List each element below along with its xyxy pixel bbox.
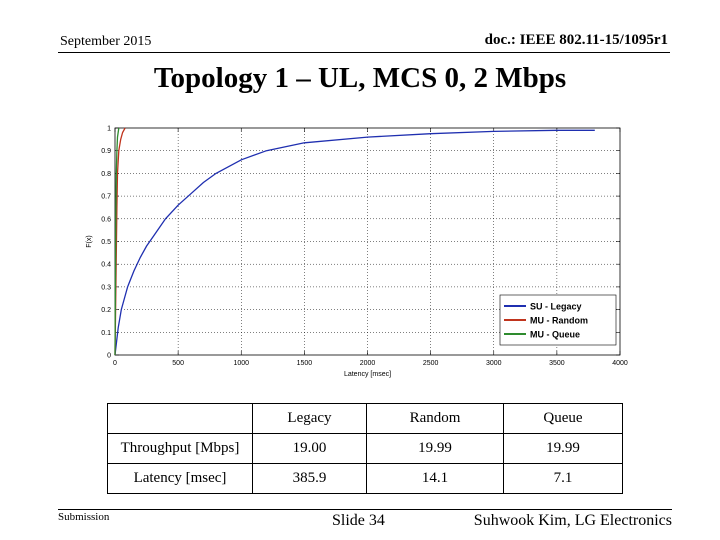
header-date: September 2015 <box>60 34 152 49</box>
x-tick-label: 500 <box>172 360 184 367</box>
table-cell: 385.9 <box>252 463 367 494</box>
footer-author: Suhwook Kim, LG Electronics <box>473 512 672 529</box>
table-cell: Legacy <box>252 403 367 434</box>
legend-entry: MU - Queue <box>530 330 580 340</box>
footer-rule <box>58 509 672 510</box>
header-doc-id: doc.: IEEE 802.11-15/1095r1 <box>484 32 668 48</box>
slide-title: Topology 1 – UL, MCS 0, 2 Mbps <box>153 62 567 94</box>
header-rule <box>58 52 670 53</box>
y-tick-label: 0.7 <box>101 194 111 201</box>
y-tick-label: 0.1 <box>101 330 111 337</box>
table-row: Throughput [Mbps] 19.00 19.99 19.99 <box>107 433 623 464</box>
x-tick-label: 4000 <box>612 360 628 367</box>
series-line <box>114 127 120 356</box>
x-tick-label: 3500 <box>549 360 565 367</box>
table-cell: 19.99 <box>503 433 623 464</box>
series-line <box>114 129 595 356</box>
table-cell: 7.1 <box>503 463 623 494</box>
table-cell: Random <box>366 403 504 434</box>
table-cell: 19.99 <box>366 433 504 464</box>
y-tick-label: 1 <box>107 126 111 133</box>
table-row: Latency [msec] 385.9 14.1 7.1 <box>107 463 623 494</box>
results-table: Legacy Random Queue Throughput [Mbps] 19… <box>107 403 623 494</box>
x-tick-label: 1500 <box>297 360 313 367</box>
table-cell: Throughput [Mbps] <box>107 433 253 464</box>
x-axis-label: Latency [msec] <box>344 371 391 378</box>
y-tick-label: 0.5 <box>101 239 111 246</box>
x-tick-label: 1000 <box>233 360 249 367</box>
table-cell: 14.1 <box>366 463 504 494</box>
table-cell: 19.00 <box>252 433 367 464</box>
x-tick-label: 0 <box>113 360 117 367</box>
y-tick-label: 0.4 <box>101 262 111 269</box>
y-tick-label: 0.3 <box>101 284 111 291</box>
legend-entry: SU - Legacy <box>530 302 582 312</box>
y-tick-label: 0.8 <box>101 171 111 178</box>
footer-submission: Submission <box>58 511 110 523</box>
y-tick-label: 0.6 <box>101 216 111 223</box>
y-axis-label: F(x) <box>86 235 93 247</box>
table-header-row: Legacy Random Queue <box>107 403 623 434</box>
y-tick-label: 0 <box>107 353 111 360</box>
table-cell: Latency [msec] <box>107 463 253 494</box>
y-tick-label: 0.9 <box>101 148 111 155</box>
x-tick-label: 3000 <box>486 360 502 367</box>
y-tick-label: 0.2 <box>101 307 111 314</box>
cdf-chart: 0 500 1000 1500 2000 2500 3000 3500 4000 0 0.1 0.2 0… <box>86 126 628 379</box>
table-cell: Queue <box>503 403 623 434</box>
x-tick-label: 2500 <box>423 360 439 367</box>
footer-slide-number: Slide 34 <box>332 512 385 529</box>
table-cell <box>107 403 253 434</box>
legend-entry: MU - Random <box>530 316 588 326</box>
x-tick-label: 2000 <box>360 360 376 367</box>
